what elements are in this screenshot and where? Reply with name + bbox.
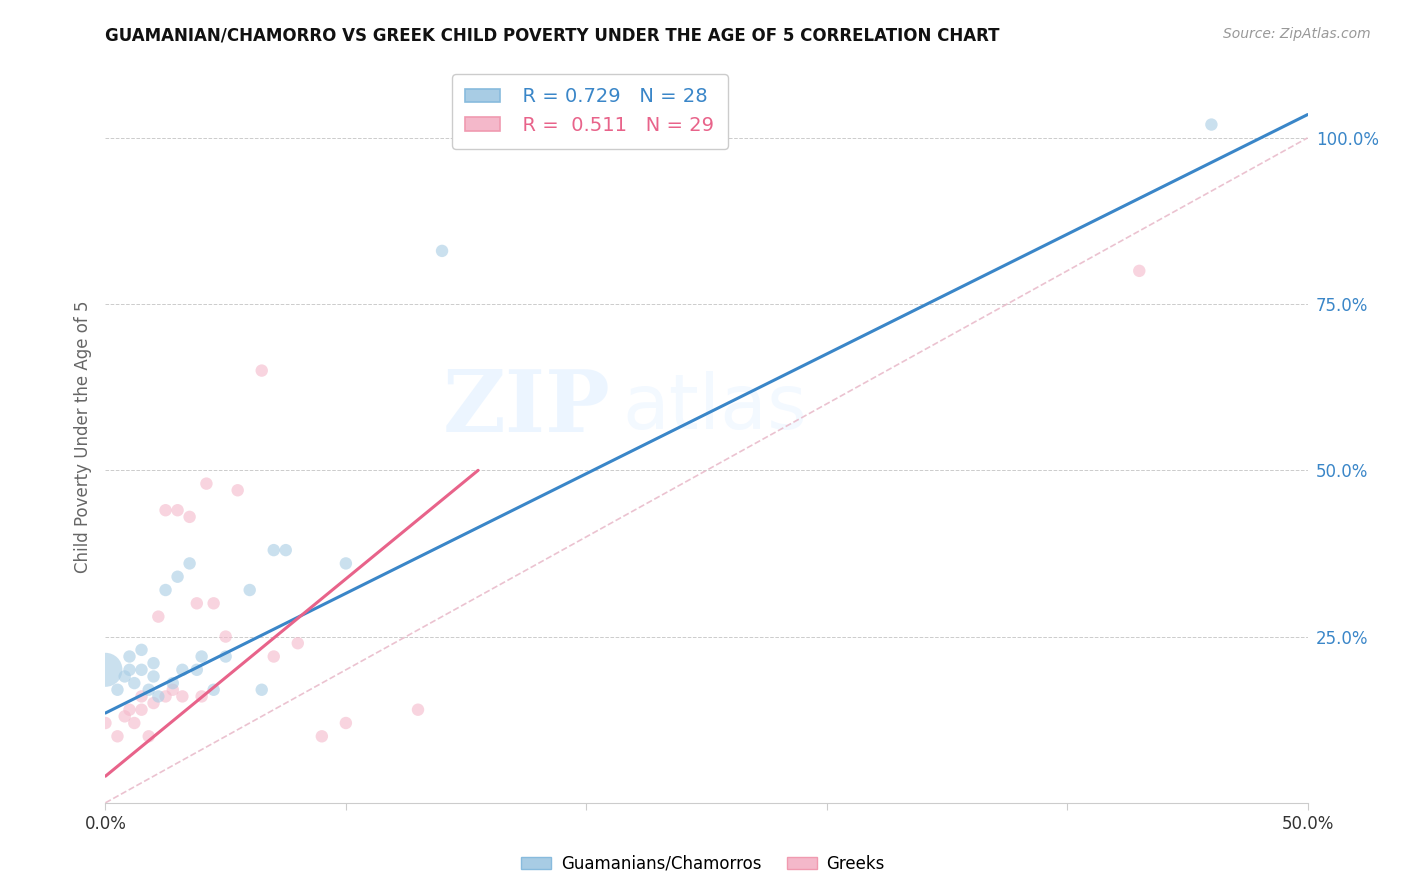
Point [124, 716, 146, 731]
Point [263, 649, 285, 664]
Point [179, 509, 201, 524]
Point [94, 716, 117, 731]
Point [172, 690, 194, 704]
Point [114, 709, 136, 723]
Point [430, 244, 453, 258]
Text: ZIP: ZIP [443, 366, 610, 450]
Point [250, 363, 273, 377]
Point [335, 716, 357, 731]
Point [142, 669, 165, 683]
Point [118, 649, 141, 664]
Point [287, 636, 309, 650]
Point [1201, 118, 1223, 132]
Point [107, 682, 129, 697]
Point [155, 582, 177, 597]
Point [107, 729, 129, 743]
Point [148, 690, 170, 704]
Text: atlas: atlas [623, 371, 807, 445]
Point [118, 703, 141, 717]
Point [142, 696, 165, 710]
Point [114, 669, 136, 683]
Point [166, 503, 188, 517]
Y-axis label: Child Poverty Under the Age of 5: Child Poverty Under the Age of 5 [73, 301, 91, 574]
Point [131, 663, 153, 677]
Point [1128, 264, 1150, 278]
Point [214, 630, 236, 644]
Point [214, 649, 236, 664]
Point [190, 690, 212, 704]
Point [179, 557, 201, 571]
Text: GUAMANIAN/CHAMORRO VS GREEK CHILD POVERTY UNDER THE AGE OF 5 CORRELATION CHART: GUAMANIAN/CHAMORRO VS GREEK CHILD POVERT… [105, 27, 1000, 45]
Point [142, 656, 165, 670]
Point [124, 676, 146, 690]
Point [148, 609, 170, 624]
Point [311, 729, 333, 743]
Point [239, 582, 262, 597]
Legend:   R = 0.729   N = 28,   R =  0.511   N = 29: R = 0.729 N = 28, R = 0.511 N = 29 [451, 74, 728, 149]
Point [226, 483, 249, 498]
Legend: Guamanians/Chamorros, Greeks: Guamanians/Chamorros, Greeks [515, 848, 891, 880]
Point [162, 676, 184, 690]
Point [94, 663, 117, 677]
Point [195, 476, 218, 491]
Point [131, 643, 153, 657]
Point [186, 663, 208, 677]
Point [190, 649, 212, 664]
Point [202, 596, 225, 610]
Point [155, 690, 177, 704]
Point [131, 690, 153, 704]
Point [138, 729, 160, 743]
Point [162, 682, 184, 697]
Point [155, 503, 177, 517]
Point [131, 703, 153, 717]
Point [166, 570, 188, 584]
Point [335, 557, 357, 571]
Point [406, 703, 429, 717]
Point [274, 543, 297, 558]
Point [118, 663, 141, 677]
Text: Source: ZipAtlas.com: Source: ZipAtlas.com [1223, 27, 1371, 41]
Point [202, 682, 225, 697]
Point [263, 543, 285, 558]
Point [138, 682, 160, 697]
Point [172, 663, 194, 677]
Point [186, 596, 208, 610]
Point [250, 682, 273, 697]
